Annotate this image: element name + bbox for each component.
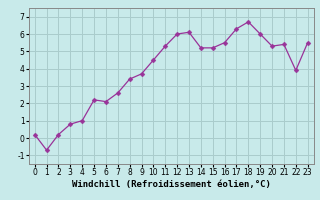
X-axis label: Windchill (Refroidissement éolien,°C): Windchill (Refroidissement éolien,°C): [72, 180, 271, 189]
